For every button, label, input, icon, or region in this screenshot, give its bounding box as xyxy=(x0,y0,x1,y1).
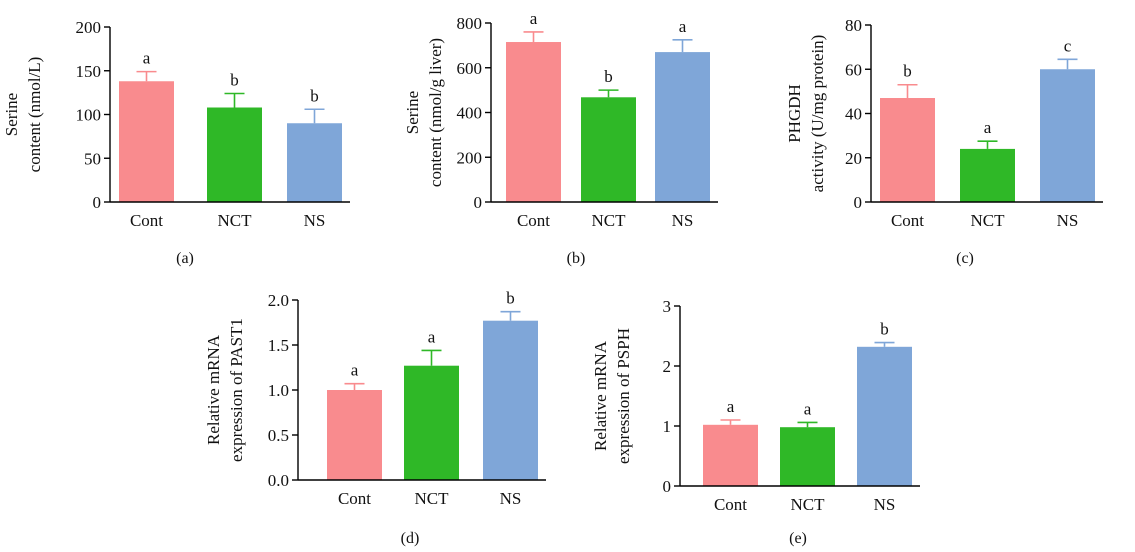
bar-cont xyxy=(506,42,561,202)
y-tick-label: 600 xyxy=(457,59,483,78)
bar-ns xyxy=(857,346,912,486)
bar-ns xyxy=(483,320,538,480)
panel-label: (d) xyxy=(401,530,420,547)
bar-cont xyxy=(327,390,382,480)
x-tick-label: NS xyxy=(304,211,326,230)
y-tick-label: 0.5 xyxy=(268,426,289,445)
x-tick-label: Cont xyxy=(891,211,924,230)
significance-label: c xyxy=(1064,36,1072,55)
significance-label: a xyxy=(727,397,735,416)
significance-label: a xyxy=(143,49,151,68)
y-tick-label: 3 xyxy=(663,297,672,316)
bar-nct xyxy=(207,107,262,202)
y-tick-label: 200 xyxy=(76,18,102,37)
bar-nct xyxy=(960,148,1015,202)
y-tick-label: 0 xyxy=(854,193,863,212)
x-tick-label: Cont xyxy=(338,489,371,508)
bar-ns xyxy=(655,52,710,203)
y-axis-title: Serine xyxy=(403,91,422,134)
y-axis-title: content (nmol/L) xyxy=(25,57,44,173)
y-tick-label: 40 xyxy=(845,105,862,124)
y-tick-label: 50 xyxy=(84,149,101,168)
x-tick-label: NS xyxy=(1057,211,1079,230)
y-tick-label: 20 xyxy=(845,149,862,168)
y-axis-title: content (nmol/g liver) xyxy=(426,38,445,187)
x-tick-label: NCT xyxy=(415,489,450,508)
significance-label: b xyxy=(230,71,239,90)
y-axis-title: expression of PSPH xyxy=(614,328,633,464)
y-axis-title: Relative mRNA xyxy=(591,340,610,451)
y-tick-label: 400 xyxy=(457,104,483,123)
significance-label: b xyxy=(880,320,889,339)
panel-label: (c) xyxy=(956,250,974,267)
x-tick-label: NCT xyxy=(592,211,627,230)
y-axis-title: expression of PAST1 xyxy=(227,318,246,462)
y-tick-label: 2.0 xyxy=(268,291,289,310)
significance-label: b xyxy=(506,289,515,308)
y-tick-label: 60 xyxy=(845,60,862,79)
y-tick-label: 0 xyxy=(93,193,102,212)
bar-nct xyxy=(404,365,459,480)
x-tick-label: Cont xyxy=(714,495,747,514)
y-tick-label: 800 xyxy=(457,14,483,33)
y-tick-label: 200 xyxy=(457,148,483,167)
significance-label: a xyxy=(679,17,687,36)
x-tick-label: NS xyxy=(500,489,522,508)
y-axis-title: Relative mRNA xyxy=(204,334,223,445)
y-tick-label: 2 xyxy=(663,357,672,376)
y-tick-label: 0.0 xyxy=(268,471,289,490)
y-tick-label: 1.0 xyxy=(268,381,289,400)
y-axis-title: Serine xyxy=(2,93,21,136)
y-axis-title: PHGDH xyxy=(785,84,804,143)
y-tick-label: 80 xyxy=(845,16,862,35)
bar-cont xyxy=(880,98,935,202)
chart-panel: a Cont b NCT a NS 0 200 400 600 800 Serine content (… xyxy=(403,9,718,267)
significance-label: b xyxy=(604,67,613,86)
chart-panel: a Cont a NCT b NS 0.0 0.5 1.0 1.5 2.0 Relative mRNA… xyxy=(204,289,546,547)
y-tick-label: 0 xyxy=(474,193,483,212)
x-tick-label: NS xyxy=(874,495,896,514)
y-tick-label: 1.5 xyxy=(268,336,289,355)
chart-panel: b Cont a NCT c NS 0 20 40 60 80 PHGDH activity (U/mg… xyxy=(785,16,1103,267)
bar-nct xyxy=(581,97,636,202)
significance-label: a xyxy=(804,399,812,418)
chart-panel: a Cont a NCT b NS 0 1 2 3 Relative mRNA expression … xyxy=(591,297,920,547)
panel-label: (b) xyxy=(567,250,586,267)
x-tick-label: NS xyxy=(672,211,694,230)
x-tick-label: NCT xyxy=(791,495,826,514)
x-tick-label: Cont xyxy=(130,211,163,230)
chart-panel: a Cont b NCT b NS 0 50 100 150 200 Serine content (n… xyxy=(2,18,350,267)
y-axis-title: activity (U/mg protein) xyxy=(808,35,827,193)
x-tick-label: NCT xyxy=(971,211,1006,230)
significance-label: b xyxy=(310,86,319,105)
x-tick-label: NCT xyxy=(218,211,253,230)
bar-cont xyxy=(119,81,174,202)
bar-ns xyxy=(287,123,342,202)
significance-label: a xyxy=(428,327,436,346)
bar-nct xyxy=(780,427,835,486)
bar-cont xyxy=(703,424,758,486)
y-tick-label: 1 xyxy=(663,417,672,436)
significance-label: b xyxy=(903,62,912,81)
y-tick-label: 0 xyxy=(663,477,672,496)
panel-label: (e) xyxy=(789,530,807,547)
significance-label: a xyxy=(530,9,538,28)
significance-label: a xyxy=(984,118,992,137)
panel-label: (a) xyxy=(176,250,194,267)
y-tick-label: 100 xyxy=(76,106,102,125)
x-tick-label: Cont xyxy=(517,211,550,230)
significance-label: a xyxy=(351,361,359,380)
y-tick-label: 150 xyxy=(76,62,102,81)
bar-ns xyxy=(1040,69,1095,202)
